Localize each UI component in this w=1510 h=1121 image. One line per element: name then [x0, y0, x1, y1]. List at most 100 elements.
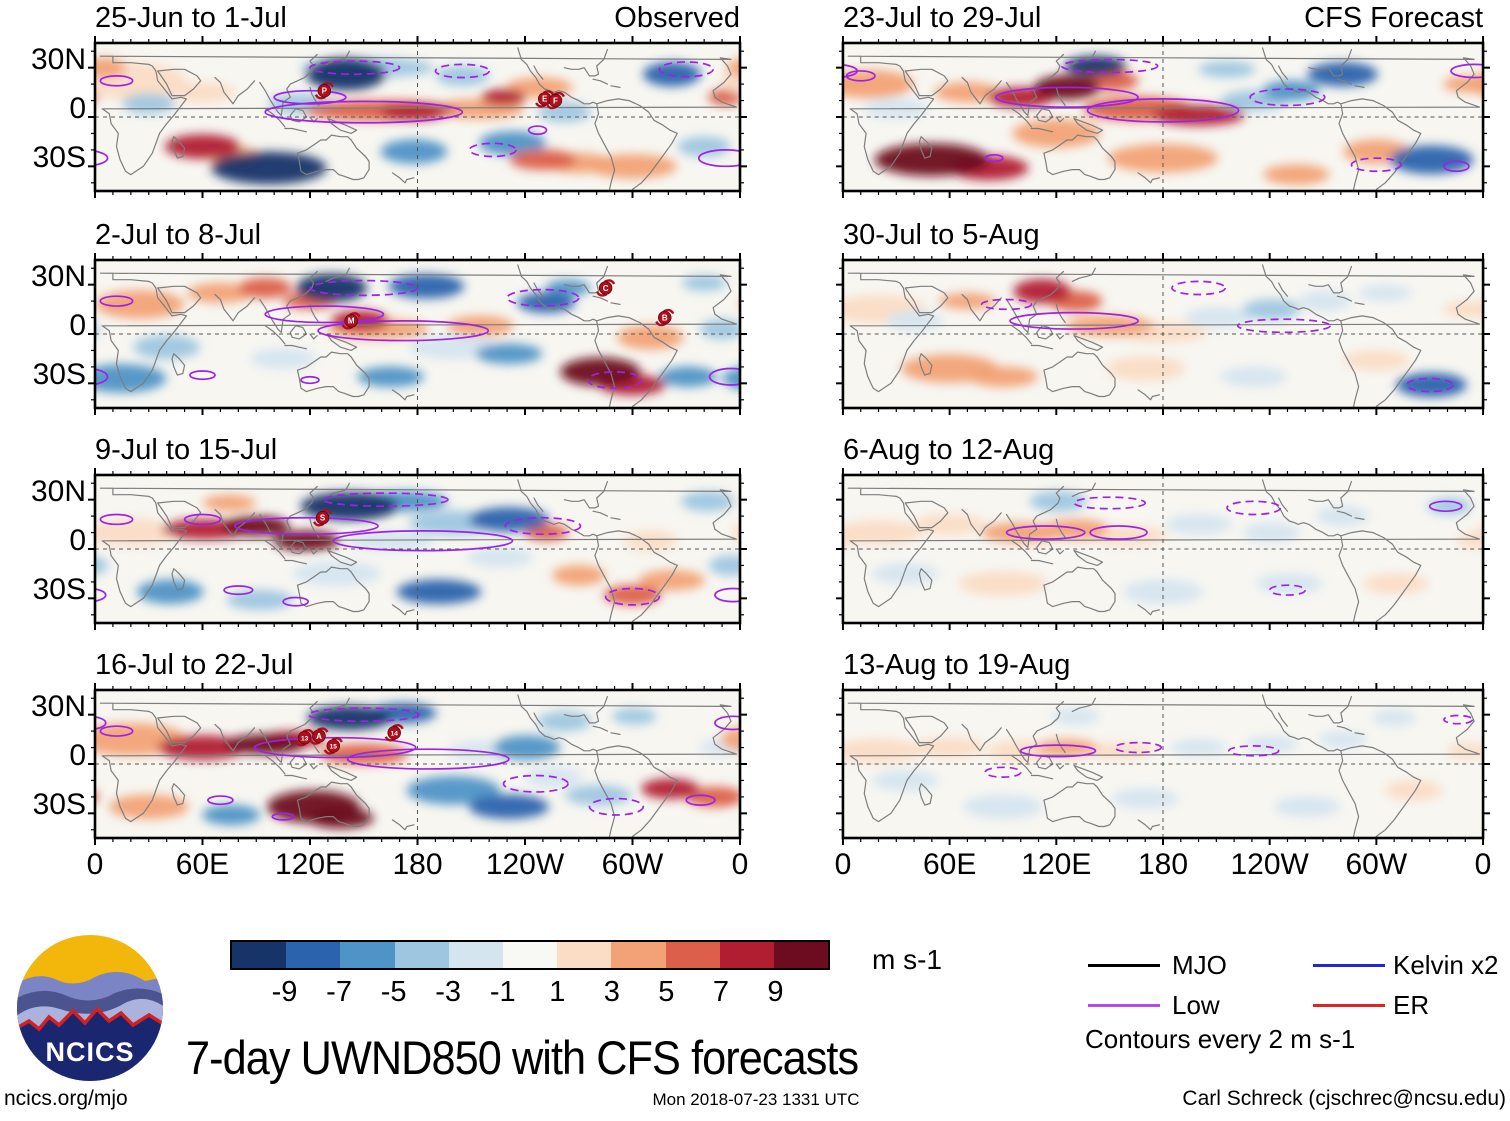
map-panel: 13-Aug to 19-Aug	[835, 647, 1491, 846]
storm-symbol: 13	[295, 728, 315, 747]
panel-title: 25-Jun to 1-Jul	[95, 2, 287, 34]
legend-label: Kelvin x2	[1393, 950, 1499, 980]
storm-symbol: S	[312, 509, 333, 527]
colorbar-tick-label: 9	[767, 976, 784, 1008]
footer-link: ncics.org/mjo	[4, 1087, 128, 1110]
colorbar-tick-label: -7	[326, 976, 352, 1008]
map-panel: 23-Jul to 29-Jul CFS Forecast	[835, 0, 1491, 199]
storm-symbol: C	[596, 279, 616, 297]
lon-tick-label: 0	[86, 848, 104, 881]
lat-tick-label: 0	[69, 92, 86, 125]
lon-tick-label: 0	[834, 848, 852, 881]
legend-line	[1088, 1004, 1160, 1007]
svg-text:M: M	[348, 317, 355, 326]
storm-symbol: B	[655, 308, 675, 327]
panel-title: 16-Jul to 22-Jul	[95, 649, 294, 681]
colorbar-segment	[340, 942, 395, 968]
logo-text: NCICS	[45, 1037, 134, 1067]
colorbar-segment	[502, 942, 558, 968]
colorbar-segment	[286, 942, 341, 968]
lon-tick-label: 60W	[1345, 848, 1408, 881]
svg-text:C: C	[603, 284, 609, 293]
map-panel: 16-Jul to 22-Jul 13 A 15 14	[87, 647, 748, 846]
legend-label: Low	[1172, 990, 1220, 1020]
footer-credit: Carl Schreck (cjschrec@ncsu.edu)	[1182, 1087, 1506, 1110]
footer-timestamp: Mon 2018-07-23 1331 UTC	[652, 1090, 860, 1109]
lon-tick-label: 60E	[175, 848, 230, 881]
panel-title: 13-Aug to 19-Aug	[843, 649, 1071, 681]
svg-text:A: A	[316, 732, 322, 741]
colorbar-segment	[611, 942, 666, 968]
anomaly-map	[835, 683, 1491, 845]
legend-line	[1313, 964, 1385, 967]
anomaly-map	[835, 468, 1491, 630]
storm-symbol: P	[314, 81, 334, 100]
svg-text:S: S	[320, 514, 326, 523]
svg-text:14: 14	[391, 731, 399, 738]
column-label: CFS Forecast	[1304, 2, 1483, 34]
storm-symbol: F	[545, 91, 566, 110]
colorbar	[230, 940, 830, 970]
colorbar-units-label: m s-1	[872, 944, 942, 975]
colorbar-segment	[394, 942, 449, 968]
anomaly-map	[835, 253, 1491, 415]
svg-text:F: F	[553, 96, 558, 105]
colorbar-tick-label: -5	[380, 976, 407, 1008]
legend-label: MJO	[1172, 950, 1227, 980]
colorbar-segment	[773, 942, 829, 968]
storm-symbol: M	[341, 312, 361, 330]
lon-tick-label: 180	[392, 848, 443, 881]
colorbar-segment	[665, 942, 720, 968]
lat-tick-label: 30S	[32, 358, 86, 392]
svg-text:E: E	[542, 95, 548, 104]
lon-tick-label: 60W	[601, 848, 664, 881]
lat-tick-label: 30N	[30, 259, 86, 293]
colorbar-segment	[719, 942, 774, 968]
colorbar-tick-label: 7	[712, 976, 729, 1008]
colorbar-tick-label: -1	[489, 976, 516, 1008]
storm-symbol: 15	[323, 737, 343, 755]
colorbar-tick-label: 3	[603, 976, 620, 1008]
lat-tick-label: 30S	[32, 141, 86, 175]
lat-tick-label: 30S	[32, 788, 86, 822]
colorbar-tick-label: 5	[658, 976, 675, 1008]
legend-line	[1313, 1004, 1385, 1007]
lon-tick-label: 120E	[274, 848, 346, 881]
map-panel: 2-Jul to 8-Jul M C B	[87, 217, 748, 416]
ncics-logo: NCICS	[17, 935, 163, 1081]
lon-tick-label: 60E	[922, 848, 977, 881]
map-panel: 9-Jul to 15-Jul S	[87, 432, 748, 631]
lon-tick-label: 0	[1474, 848, 1492, 881]
lat-tick-label: 30N	[30, 474, 86, 508]
svg-text:13: 13	[301, 735, 309, 742]
lat-tick-label: 30N	[30, 689, 86, 723]
colorbar-segment	[557, 942, 612, 968]
legend-note: Contours every 2 m s-1	[1085, 1024, 1356, 1054]
anomaly-map	[835, 36, 1491, 198]
panel-title: 30-Jul to 5-Aug	[843, 219, 1040, 251]
anomaly-map: P E F	[88, 36, 747, 198]
lon-tick-label: 120E	[1021, 848, 1092, 881]
panel-title: 6-Aug to 12-Aug	[843, 434, 1055, 466]
colorbar-tick-label: -3	[435, 976, 462, 1008]
lat-tick-label: 30S	[32, 573, 86, 607]
map-panel: 25-Jun to 1-Jul Observed P E F	[87, 0, 748, 199]
panel-title: 23-Jul to 29-Jul	[843, 2, 1042, 34]
svg-text:B: B	[662, 313, 668, 322]
storm-symbol: 14	[384, 724, 404, 742]
figure-title: 7-day UWND850 with CFS forecasts	[186, 1031, 859, 1084]
storm-symbol: A	[309, 727, 329, 745]
lon-tick-label: 120W	[1230, 848, 1309, 881]
colorbar-tick-label: 1	[549, 976, 566, 1008]
colorbar-tick-label: -9	[271, 976, 298, 1008]
lat-tick-label: 0	[69, 309, 86, 342]
legend-line	[1088, 964, 1160, 967]
lat-tick-label: 0	[69, 524, 86, 557]
lon-tick-label: 180	[1137, 848, 1189, 881]
map-panel: 30-Jul to 5-Aug	[835, 217, 1491, 416]
storm-symbol: E	[535, 90, 555, 108]
svg-text:15: 15	[330, 744, 338, 751]
lon-tick-label: 0	[731, 848, 749, 881]
anomaly-map: M C B	[88, 253, 747, 415]
column-label: Observed	[614, 2, 740, 34]
